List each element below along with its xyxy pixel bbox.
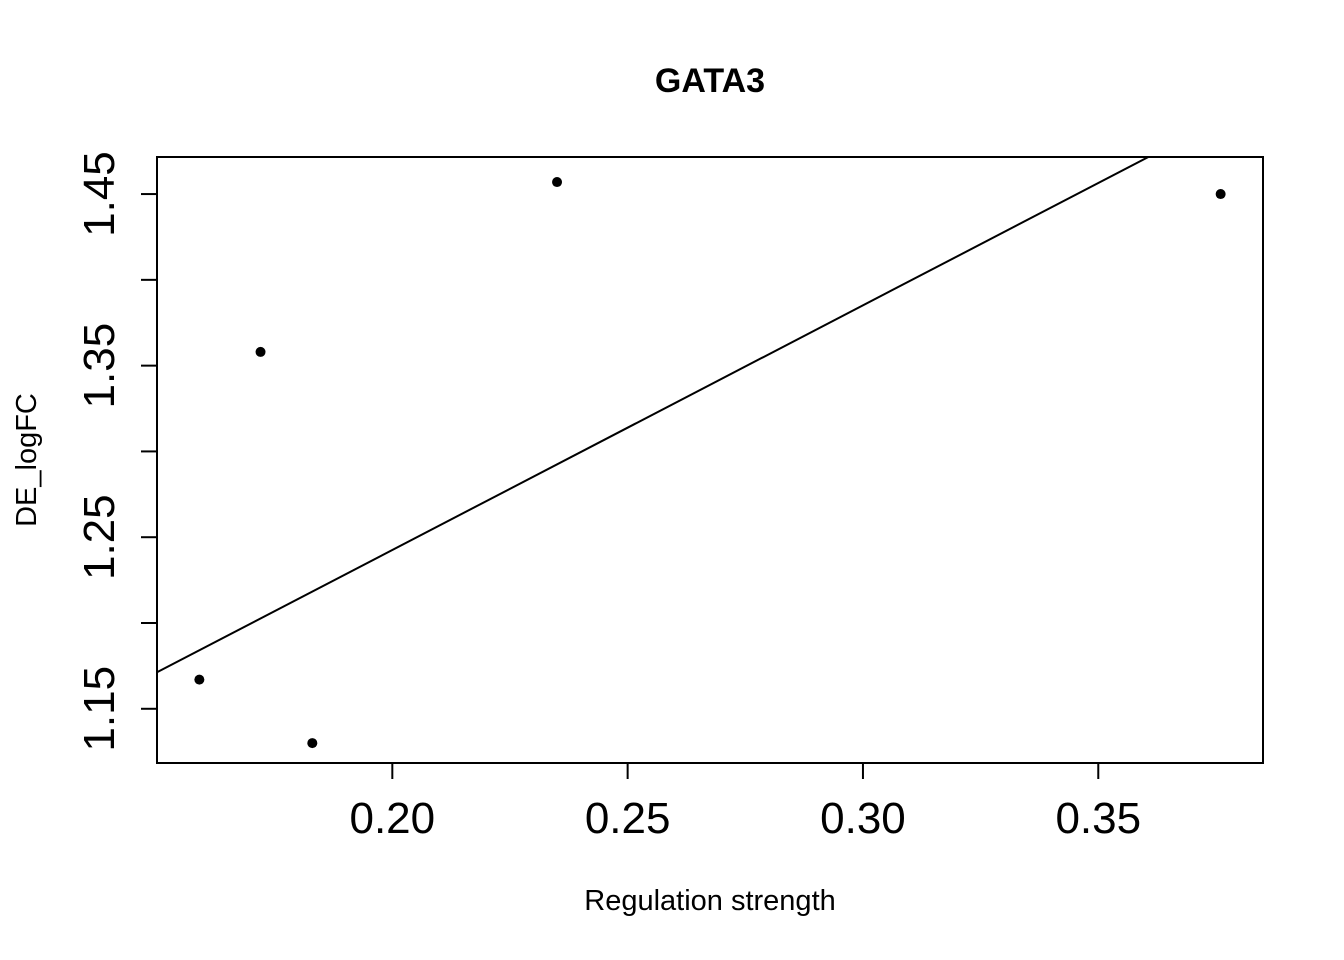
y-axis: 1.15 1.25 1.35 1.45 [75,151,158,752]
y-tick-label: 1.45 [75,151,124,237]
y-tick-label: 1.35 [75,323,124,409]
y-axis-label: DE_logFC [11,393,43,527]
y-tick-label: 1.15 [75,666,124,752]
x-tick-label: 0.30 [820,794,906,843]
data-point [194,674,205,685]
x-axis-label: Regulation strength [584,885,836,917]
plot-area-border [156,156,1264,764]
x-tick-label: 0.20 [349,794,435,843]
regression-line [156,156,1149,674]
data-point [552,177,563,188]
x-axis: 0.20 0.25 0.30 0.35 [349,762,1141,843]
x-tick-label: 0.25 [585,794,671,843]
data-point [307,738,318,749]
chart-title: GATA3 [655,62,765,100]
data-point [1215,189,1226,200]
x-tick-label: 0.35 [1055,794,1141,843]
data-point [255,346,266,357]
y-tick-label: 1.25 [75,494,124,580]
